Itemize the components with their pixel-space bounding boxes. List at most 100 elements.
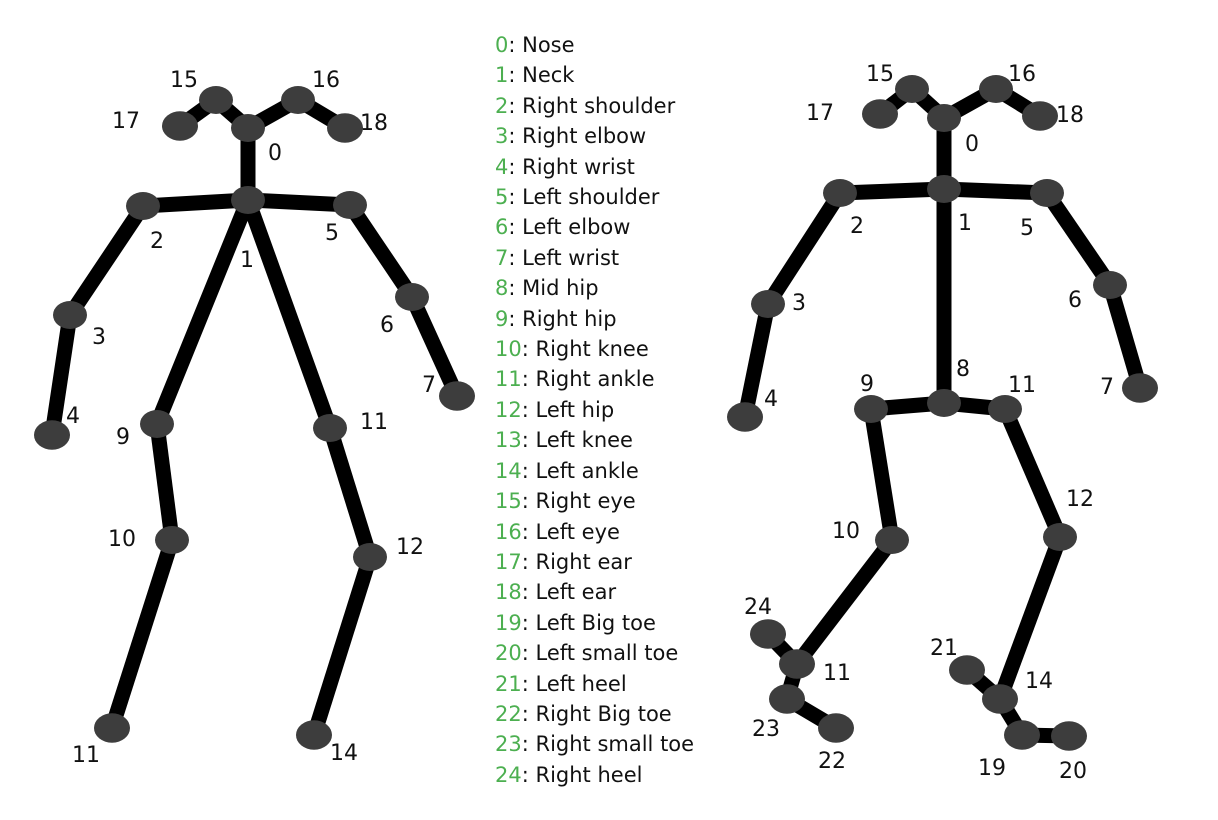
joint-label: 24 bbox=[744, 595, 772, 620]
bone-knee-l-ankle-l bbox=[306, 554, 378, 738]
bone-hip-r-knee-r bbox=[149, 423, 180, 541]
legend-item: 12: Left hip bbox=[495, 395, 694, 425]
legend-text: : Right ankle bbox=[521, 367, 655, 392]
joint-shoulder-l bbox=[1030, 179, 1064, 207]
legend-item: 22: Right Big toe bbox=[495, 699, 694, 729]
legend-number: 3 bbox=[495, 124, 509, 149]
joint-ear-r bbox=[162, 111, 198, 141]
legend-item: 20: Left small toe bbox=[495, 638, 694, 668]
joint-bigtoe-l bbox=[1004, 720, 1040, 750]
joint-label: 23 bbox=[752, 717, 780, 742]
joint-label: 10 bbox=[832, 519, 860, 544]
legend-number: 23 bbox=[495, 732, 522, 757]
bone-hip-l-knee-l bbox=[322, 425, 378, 560]
legend-text: : Right heel bbox=[521, 762, 643, 787]
legend-text: : Right knee bbox=[521, 337, 649, 362]
bone-shoulder-r-elbow-r bbox=[761, 188, 847, 309]
bone-elbow-l-wrist-l bbox=[1102, 282, 1148, 391]
legend-number: 7 bbox=[495, 245, 509, 270]
legend-text: : Left hip bbox=[521, 397, 615, 422]
bone-knee-r-ankle-r bbox=[104, 537, 180, 731]
joint-ear-r bbox=[862, 99, 898, 129]
joint-bigtoe-r bbox=[818, 713, 854, 743]
joint-wrist-l bbox=[439, 381, 475, 411]
joint-neck bbox=[231, 186, 265, 214]
legend-text: : Left small toe bbox=[521, 641, 679, 666]
joint-label: 17 bbox=[112, 109, 140, 134]
joint-heel-r bbox=[750, 619, 786, 649]
bone-neck-shoulder-r bbox=[839, 181, 945, 201]
joint-label: 22 bbox=[818, 749, 846, 774]
legend-number: 2 bbox=[495, 93, 509, 118]
legend-text: : Left ear bbox=[521, 580, 617, 605]
joint-hip-l bbox=[988, 395, 1022, 423]
legend-number: 17 bbox=[495, 549, 522, 574]
joint-knee-l bbox=[353, 543, 387, 571]
legend-item: 8: Mid hip bbox=[495, 273, 694, 303]
legend-number: 1 bbox=[495, 63, 509, 88]
legend-text: : Left heel bbox=[521, 671, 627, 696]
legend-text: : Right ear bbox=[521, 549, 632, 574]
joint-smalltoe-r bbox=[769, 684, 805, 714]
joint-label: 0 bbox=[268, 141, 282, 166]
legend-text: : Nose bbox=[508, 33, 575, 57]
bone-neck-shoulder-l bbox=[943, 181, 1048, 201]
joint-knee-r bbox=[875, 526, 909, 554]
joint-eye-l bbox=[281, 86, 315, 114]
legend-text: : Right elbow bbox=[508, 124, 647, 149]
joint-label: 2 bbox=[850, 214, 864, 239]
bone-knee-l-ankle-l bbox=[992, 534, 1068, 702]
keypoint-legend: 0: Nose 1: Neck 2: Right shoulder 3: Right … bbox=[495, 30, 694, 790]
legend-text: : Left shoulder bbox=[508, 185, 660, 210]
joint-label: 6 bbox=[1068, 288, 1082, 313]
joint-label: 11 bbox=[823, 661, 851, 686]
joint-ear-l bbox=[327, 113, 363, 143]
joint-midhip bbox=[927, 389, 961, 417]
joint-heel-l bbox=[949, 655, 985, 685]
joint-knee-l bbox=[1043, 523, 1077, 551]
joint-label: 10 bbox=[108, 527, 136, 552]
joint-label: 3 bbox=[92, 325, 106, 350]
joint-ear-l bbox=[1022, 101, 1058, 131]
legend-item: 24: Right heel bbox=[495, 760, 694, 790]
legend-number: 9 bbox=[495, 306, 509, 331]
legend-item: 15: Right eye bbox=[495, 486, 694, 516]
legend-item: 23: Right small toe bbox=[495, 729, 694, 759]
legend-item: 2: Right shoulder bbox=[495, 91, 694, 121]
legend-number: 5 bbox=[495, 185, 509, 210]
legend-text: : Left wrist bbox=[508, 245, 620, 270]
legend-item: 17: Right ear bbox=[495, 547, 694, 577]
joint-label: 18 bbox=[1056, 103, 1084, 128]
joint-label: 8 bbox=[956, 357, 970, 382]
joint-label: 9 bbox=[116, 425, 130, 450]
joint-label: 12 bbox=[1066, 487, 1094, 512]
bone-neck-shoulder-l bbox=[247, 192, 351, 213]
joint-label: 3 bbox=[792, 291, 806, 316]
joint-hip-r bbox=[854, 395, 888, 423]
joint-elbow-l bbox=[1093, 271, 1127, 299]
legend-item: 16: Left eye bbox=[495, 517, 694, 547]
bone-elbow-r-wrist-r bbox=[737, 302, 776, 419]
joint-label: 1 bbox=[958, 211, 972, 236]
joint-eye-r bbox=[895, 75, 929, 103]
bone-shoulder-r-elbow-r bbox=[63, 201, 150, 320]
legend-text: : Left elbow bbox=[508, 215, 631, 240]
legend-item: 14: Left ankle bbox=[495, 456, 694, 486]
joint-wrist-r bbox=[34, 420, 70, 450]
joint-label: 11 bbox=[360, 410, 388, 435]
bone-shoulder-l-elbow-l bbox=[1040, 188, 1117, 290]
legend-text: : Left Big toe bbox=[521, 610, 656, 635]
legend-item: 4: Right wrist bbox=[495, 152, 694, 182]
legend-text: : Left knee bbox=[521, 428, 633, 453]
legend-text: : Right small toe bbox=[521, 732, 695, 757]
legend-item: 6: Left elbow bbox=[495, 212, 694, 242]
legend-text: : Mid hip bbox=[508, 276, 599, 301]
bone-neck-hip-r bbox=[150, 197, 255, 427]
joint-label: 15 bbox=[170, 68, 198, 93]
bone-hip-l-knee-l bbox=[998, 406, 1067, 540]
legend-item: 18: Left ear bbox=[495, 577, 694, 607]
legend-text: : Right wrist bbox=[508, 154, 635, 179]
joint-elbow-r bbox=[53, 301, 87, 329]
